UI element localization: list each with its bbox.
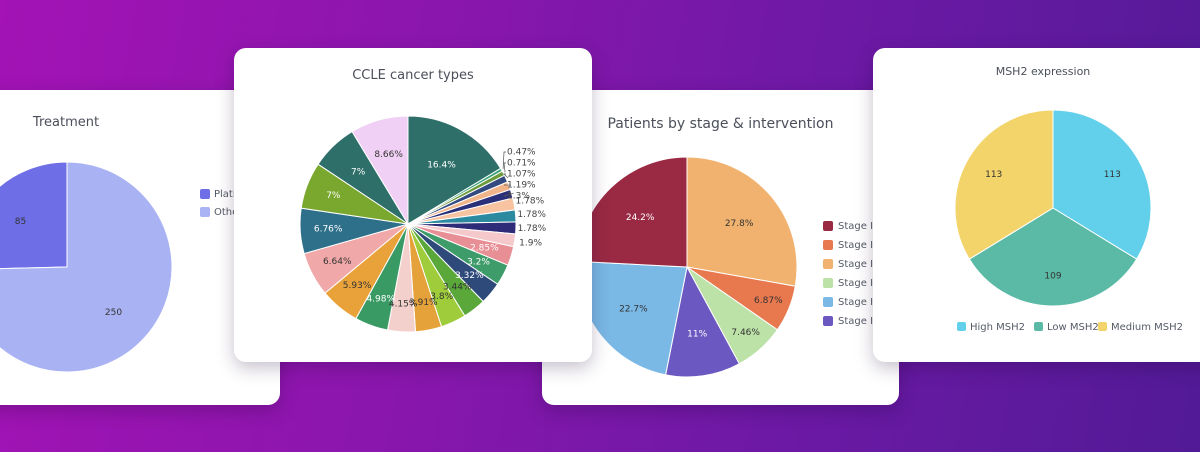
data-label: 7% — [351, 168, 366, 178]
data-label: 109 — [1044, 272, 1061, 282]
data-label: 27.8% — [725, 219, 754, 229]
pie-slice-1[interactable] — [968, 207, 1138, 307]
legend-item: Stage IV — [838, 297, 880, 308]
pie-slice-0[interactable] — [407, 115, 502, 225]
msh2-pie-chart: 113 109 113 High MSH2 Low MSH2 Medium MSH2 — [954, 109, 1183, 333]
data-label: 1.3% — [507, 192, 530, 202]
data-label: 7.46% — [731, 328, 760, 338]
data-label: 250 — [105, 308, 122, 318]
pie-slice-0[interactable] — [1052, 109, 1152, 260]
data-label: 3.91% — [409, 298, 438, 308]
data-label: 3.2% — [467, 257, 490, 267]
data-label: 7% — [326, 191, 341, 201]
data-label: 2.85% — [470, 243, 499, 253]
data-label: 85 — [15, 217, 26, 227]
pie-slice-0[interactable] — [0, 161, 68, 270]
legend-swatch — [823, 297, 833, 307]
data-label: 1.9% — [519, 238, 542, 248]
data-label: 0.47% — [507, 148, 536, 158]
leader-line — [502, 151, 506, 169]
pie-slice-23[interactable] — [351, 115, 409, 226]
data-label: 6.64% — [323, 257, 352, 267]
data-label: 8.66% — [374, 150, 403, 160]
data-label: 3.44% — [443, 283, 472, 293]
data-label: 113 — [985, 170, 1002, 180]
data-label: 4.98% — [366, 295, 395, 305]
data-label: 113 — [1104, 170, 1121, 180]
legend-swatch — [200, 207, 210, 217]
data-label: 0.71% — [507, 159, 536, 169]
legend-swatch — [823, 221, 833, 231]
pie-slice-2[interactable] — [954, 109, 1054, 260]
legend-item: Medium MSH2 — [1111, 322, 1183, 333]
data-label: 1.78% — [516, 196, 545, 206]
data-label: 1.07% — [507, 170, 536, 180]
ccle-chart-card: CCLE cancer types 16.4% 0.47% 0.71% 1.07% 1.… — [234, 48, 592, 362]
pie-slice-1[interactable] — [0, 161, 173, 373]
pie-slice-5[interactable] — [576, 156, 688, 268]
data-label: 1.78% — [517, 210, 546, 220]
data-label: 1.19% — [507, 181, 536, 191]
legend-swatch — [823, 278, 833, 288]
legend-item: High MSH2 — [970, 322, 1025, 333]
chart-title: Patients by stage & intervention — [607, 116, 834, 132]
legend-item: Stage III — [838, 278, 879, 289]
chart-title: CCLE cancer types — [352, 68, 474, 83]
stage-pie-chart: 27.8% 6.87% 7.46% 11% 22.7% 24.2% Stage II Stag… — [576, 156, 880, 378]
legend-item: Stage II — [838, 221, 876, 232]
legend-item: Stage III — [838, 259, 879, 270]
data-label: 6.76% — [314, 225, 343, 235]
pie-slice-0[interactable] — [686, 156, 798, 287]
chart-title: Treatment — [32, 115, 100, 130]
legend-swatch — [823, 240, 833, 250]
legend-swatch — [823, 316, 833, 326]
legend-swatch — [200, 189, 210, 199]
legend-item: Stage IV — [838, 316, 880, 327]
pie-slice-3[interactable] — [665, 265, 740, 378]
data-label: 6.87% — [754, 296, 783, 306]
data-label: 1.78% — [518, 224, 547, 234]
data-label: 22.7% — [619, 304, 648, 314]
legend-swatch — [957, 322, 966, 331]
legend-item: Other — [214, 207, 243, 218]
data-label: 24.2% — [626, 213, 655, 223]
chart-title: MSH2 expression — [995, 65, 1091, 78]
stage-chart-card: Patients by stage & intervention 27.8% 6.… — [542, 90, 899, 405]
data-label: 5.93% — [343, 281, 372, 291]
legend-item: Stage II — [838, 240, 876, 251]
leader-line — [503, 192, 514, 197]
leader-line — [503, 162, 506, 173]
leader-line — [503, 173, 509, 179]
legend-item: Low MSH2 — [1047, 322, 1099, 333]
legend-swatch — [1098, 322, 1107, 331]
data-label: 4.15% — [389, 299, 418, 309]
msh2-chart-card: MSH2 expression 113 109 113 High MSH2 Low MS… — [873, 48, 1200, 362]
legend-swatch — [1034, 322, 1043, 331]
legend-swatch — [823, 259, 833, 269]
data-label: 3.32% — [455, 271, 484, 281]
data-label: 3.8% — [430, 292, 453, 302]
ccle-pie-chart: 16.4%0.47%0.71%1.07%1.19%1.3%1.78%1.78%1… — [299, 115, 547, 333]
data-label: 16.4% — [427, 160, 456, 170]
data-label: 11% — [687, 330, 707, 340]
